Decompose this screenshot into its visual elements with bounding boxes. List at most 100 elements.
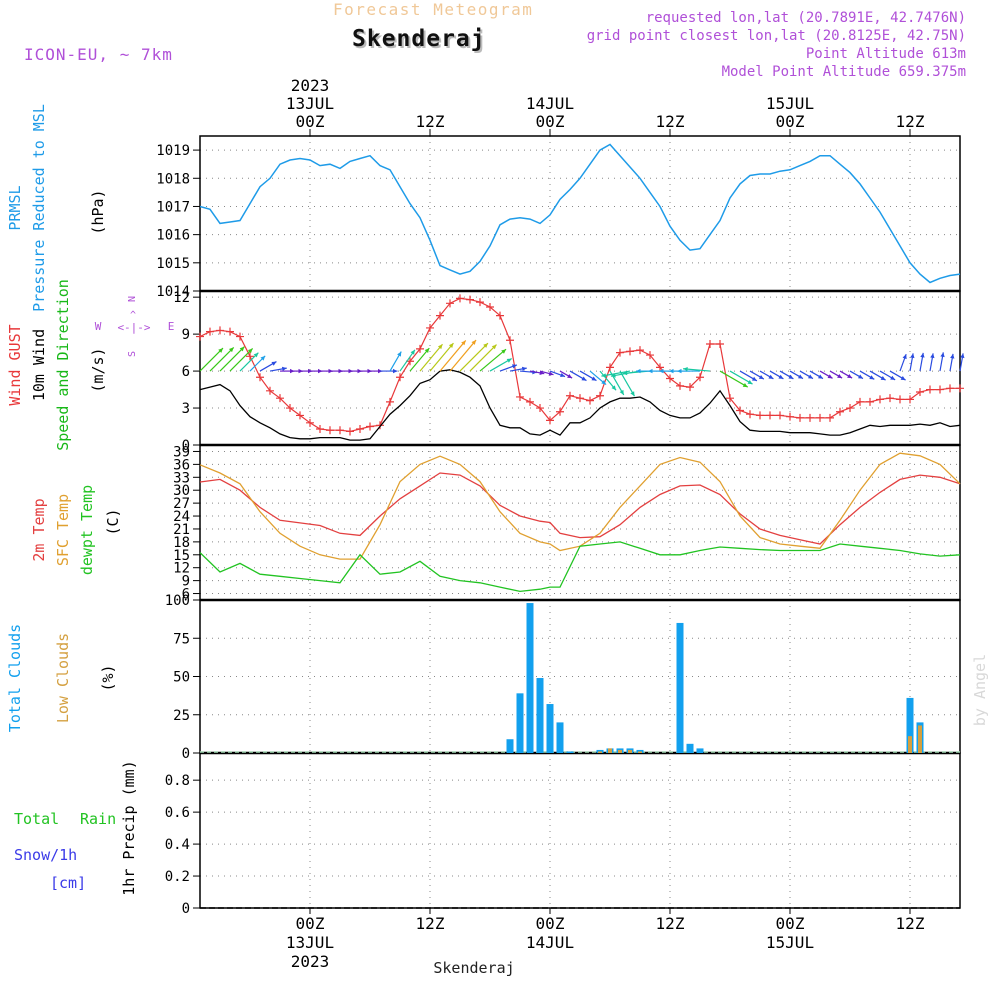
temp-ytick-label: 36 bbox=[173, 457, 190, 473]
gust-marker bbox=[776, 411, 784, 420]
footer-location: Skenderaj bbox=[433, 959, 514, 977]
wind-direction-arrow bbox=[229, 348, 254, 372]
temp-ytick-label: 6 bbox=[182, 587, 190, 603]
gust-marker bbox=[866, 397, 874, 406]
precip-label-total: Total bbox=[14, 810, 59, 828]
gust-marker bbox=[726, 394, 734, 403]
gust-marker bbox=[766, 411, 774, 420]
low-cloud-bar bbox=[628, 749, 632, 753]
wind-arrow-head bbox=[636, 368, 641, 374]
wind-direction-arrow bbox=[429, 342, 454, 372]
pressure-frame bbox=[199, 135, 961, 292]
total-cloud-bar bbox=[566, 751, 574, 753]
gust-marker bbox=[826, 413, 834, 422]
wind-arrow-head bbox=[747, 379, 753, 385]
gust-marker bbox=[506, 336, 514, 345]
gust-marker bbox=[536, 404, 544, 413]
wind-ytick-label: 6 bbox=[182, 364, 190, 380]
compass-n-arrow: ^ bbox=[130, 310, 136, 321]
temp-dewpt-line bbox=[199, 541, 961, 593]
total-cloud-bar bbox=[686, 743, 694, 753]
gust-marker bbox=[876, 395, 884, 404]
wind-direction-arrow bbox=[609, 370, 625, 396]
gust-marker bbox=[696, 373, 704, 382]
gust-marker bbox=[686, 383, 694, 392]
wind-ytick-label: 3 bbox=[182, 401, 190, 417]
temp-2m-line bbox=[199, 472, 961, 545]
gust-marker bbox=[566, 391, 574, 400]
compass-n: N bbox=[127, 296, 138, 302]
temp-unit: (C) bbox=[104, 508, 122, 535]
wind-arrow-head bbox=[920, 352, 925, 358]
wind-arrow-head bbox=[890, 375, 896, 380]
gust-marker bbox=[836, 407, 844, 416]
bottom-time-label: 12Z bbox=[416, 914, 445, 933]
wind-arrow-head bbox=[669, 368, 674, 374]
gust-marker bbox=[416, 344, 424, 353]
gust-marker bbox=[476, 298, 484, 307]
gust-marker bbox=[456, 294, 464, 303]
gust-marker bbox=[846, 404, 854, 413]
total-cloud-bar bbox=[516, 693, 524, 753]
bottom-year-label: 2023 bbox=[291, 952, 330, 971]
bottom-date-label: 15JUL bbox=[766, 933, 814, 952]
pressure-label-full: Pressure Reduced to MSL bbox=[30, 104, 48, 312]
precip-unit: 1hr Precip (mm) bbox=[120, 760, 138, 895]
wind-arrow-head bbox=[798, 374, 803, 379]
total-cloud-bar bbox=[526, 603, 534, 753]
wind-arrow-head bbox=[521, 366, 527, 372]
gust-marker bbox=[316, 424, 324, 433]
wind-arrow-head bbox=[410, 349, 415, 355]
compass-e: E bbox=[168, 320, 175, 333]
precip-ytick-label: 0 bbox=[182, 901, 190, 917]
top-time-label: 12Z bbox=[896, 112, 925, 131]
wind-arrow-head bbox=[648, 368, 653, 374]
wind-arrow-head bbox=[610, 373, 616, 378]
gust-marker bbox=[916, 388, 924, 397]
pressure-ytick-label: 1017 bbox=[156, 199, 190, 215]
wind-arrow-head bbox=[281, 366, 287, 372]
wind-direction-arrow bbox=[209, 346, 235, 372]
gust-marker bbox=[516, 392, 524, 401]
gust-line bbox=[199, 297, 960, 433]
temp-ytick-label: 24 bbox=[173, 509, 190, 525]
wind-arrow-head bbox=[247, 348, 253, 354]
point-altitude: Point Altitude 613m bbox=[805, 46, 966, 62]
low-cloud-bar bbox=[608, 748, 612, 753]
pressure-ytick-label: 1018 bbox=[156, 171, 190, 187]
gust-marker bbox=[306, 418, 314, 427]
precip-ytick-label: 0.6 bbox=[165, 805, 190, 821]
gust-marker bbox=[386, 397, 394, 406]
top-time-label: 00Z bbox=[776, 112, 805, 131]
gust-marker bbox=[906, 395, 914, 404]
wind-arrow-head bbox=[742, 382, 748, 388]
wind-arrow-head bbox=[778, 374, 784, 379]
wind-arrow-head bbox=[239, 346, 245, 352]
location-title: Skenderaj bbox=[352, 26, 486, 52]
wind-arrow-head bbox=[847, 373, 853, 379]
wind-arrow-head bbox=[902, 354, 907, 360]
wind-arrow-head bbox=[271, 361, 277, 366]
gust-marker bbox=[706, 339, 714, 348]
temp-frame bbox=[199, 444, 961, 601]
temp-ytick-label: 15 bbox=[173, 548, 190, 564]
gust-marker bbox=[196, 332, 204, 341]
gust-marker bbox=[266, 386, 274, 395]
wind-arrow-head bbox=[659, 368, 664, 374]
wind-arrow-head bbox=[548, 371, 554, 376]
temp-ytick-label: 21 bbox=[173, 522, 190, 538]
low-cloud-bar bbox=[618, 749, 622, 753]
wind-arrow-head bbox=[818, 374, 823, 379]
gust-marker bbox=[626, 347, 634, 356]
wind-arrow-head bbox=[960, 353, 965, 359]
gust-marker bbox=[616, 348, 624, 357]
gust-marker bbox=[806, 413, 814, 422]
wind-arrow-head bbox=[511, 364, 517, 369]
gust-marker bbox=[226, 327, 234, 336]
pressure-ytick-label: 1015 bbox=[156, 256, 190, 272]
compass-s: S bbox=[127, 351, 138, 357]
gust-marker bbox=[716, 339, 724, 348]
gust-marker bbox=[446, 299, 454, 308]
gust-marker bbox=[496, 311, 504, 320]
pressure-unit: (hPa) bbox=[89, 189, 107, 234]
